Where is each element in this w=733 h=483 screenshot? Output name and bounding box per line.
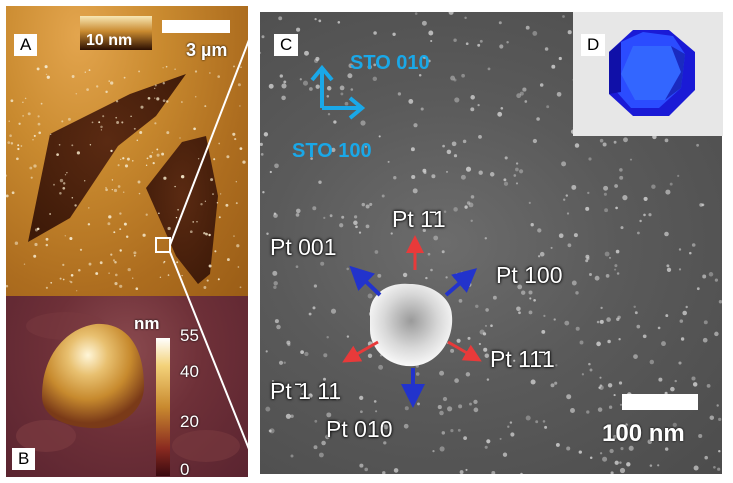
afm-topography-panel: A 10 nm 3 µm <box>6 6 248 296</box>
graphene-flake <box>146 136 218 284</box>
sto-axes-icon <box>310 64 366 120</box>
zoom-box <box>155 237 171 253</box>
truncated-octahedron-model <box>609 30 695 116</box>
sto-axis-label: STO 100 <box>292 140 372 162</box>
panel-label-a: A <box>14 34 38 56</box>
scale-bar <box>622 394 698 410</box>
direction-label: Pt 11̄1 <box>490 346 555 372</box>
blue-direction-arrows <box>349 265 478 408</box>
direction-label: Pt 001 <box>270 234 337 260</box>
colorbar-tick: 40 <box>180 362 199 381</box>
graphene-flake <box>28 74 186 242</box>
colorbar-tick: 0 <box>180 460 190 477</box>
colorbar-tick: 55 <box>180 326 199 345</box>
panel-label-d: D <box>581 34 606 56</box>
bump <box>16 420 76 452</box>
height-colorscale <box>80 16 152 50</box>
direction-label: Pt ̄1 11 <box>270 378 342 404</box>
nanoparticle-dome <box>42 323 144 429</box>
direction-label: Pt 1̄1 <box>392 206 446 232</box>
colorbar <box>156 338 170 476</box>
afm-3d-panel: nm 55 40 20 0 B <box>6 296 248 477</box>
colorbar-unit: nm <box>134 314 160 333</box>
bump <box>172 430 240 462</box>
panel-label-b: B <box>12 448 36 470</box>
height-scale-label: 10 nm <box>86 32 133 49</box>
crystal-model-panel: D <box>573 12 723 136</box>
scale-bar <box>162 20 230 33</box>
pt-nanoparticle <box>370 283 453 367</box>
afm-3d-image <box>16 312 240 476</box>
direction-label: Pt 100 <box>496 262 563 288</box>
colorbar-tick: 20 <box>180 412 199 431</box>
sto-axis-label: STO 010 <box>350 52 430 74</box>
panel-label-c: C <box>274 34 299 56</box>
scale-bar-label: 100 nm <box>602 420 685 447</box>
scale-bar-label: 3 µm <box>186 40 228 60</box>
red-direction-arrows <box>342 235 482 363</box>
direction-label: Pt 010 <box>326 416 393 442</box>
